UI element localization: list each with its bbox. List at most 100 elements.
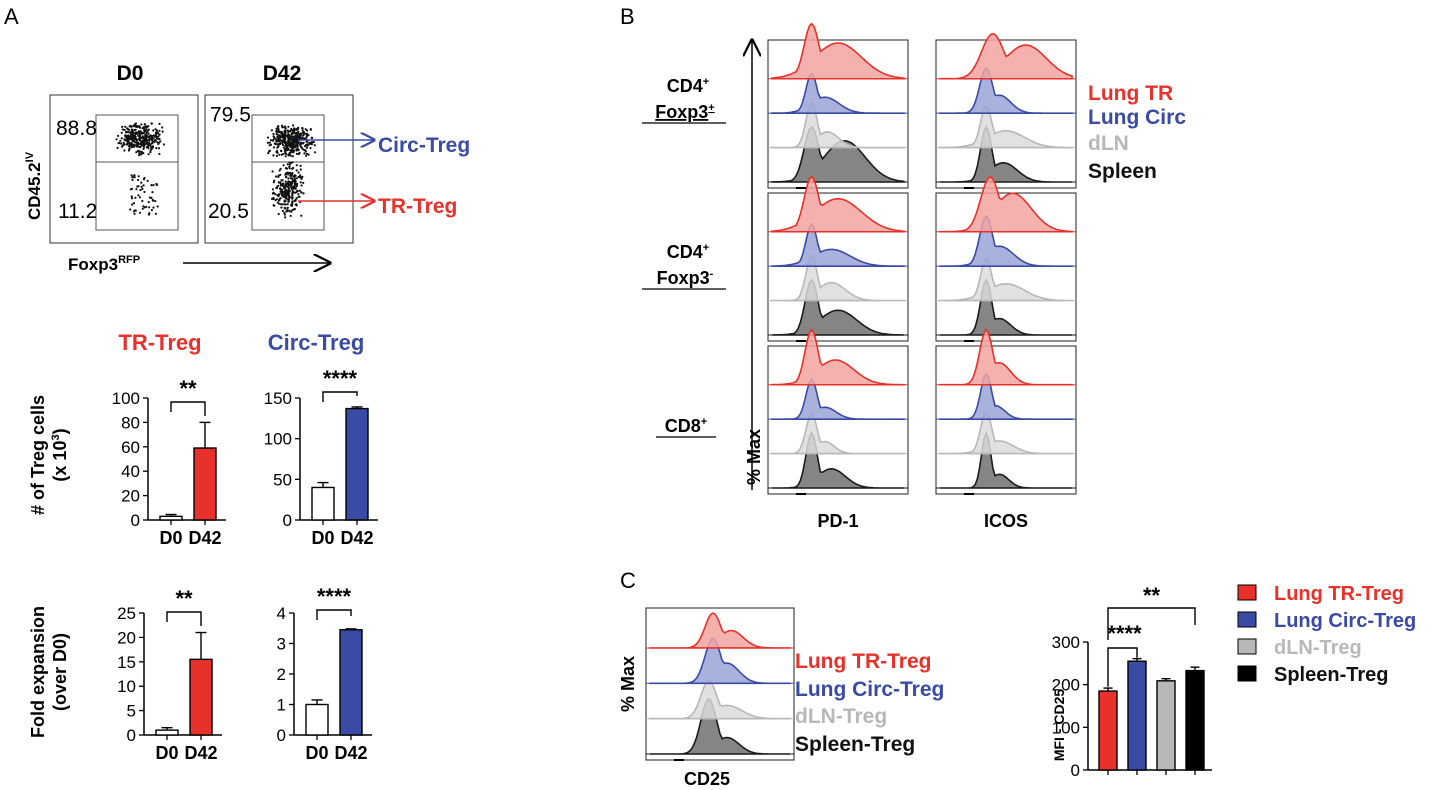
- hist-lung-tr: [939, 32, 1073, 80]
- flow-event-dot: [157, 135, 160, 138]
- flow-event-dot: [292, 124, 295, 127]
- flow-event-dot: [284, 167, 287, 170]
- flow-d0-title: D0: [117, 62, 144, 85]
- bar-d42: [189, 658, 213, 736]
- flow-event-dot: [137, 134, 140, 137]
- flow-event-dot: [155, 133, 158, 137]
- b-row2-line1: CD4+: [667, 242, 709, 262]
- flow-event-dot: [277, 127, 280, 130]
- flow-event-dot: [144, 125, 147, 128]
- y-tick-label: 0: [131, 511, 140, 530]
- x-tick-label: D0: [311, 528, 334, 548]
- flow-event-dot: [290, 210, 293, 213]
- flow-event-dot: [135, 151, 138, 154]
- flow-d42-title: D42: [263, 62, 302, 85]
- flow-event-dot: [288, 144, 291, 147]
- flow-event-dot: [135, 144, 138, 147]
- flow-event-dot: [271, 188, 274, 191]
- flow-event-dot: [301, 129, 304, 132]
- flow-event-dot: [162, 143, 165, 146]
- flow-event-dot: [142, 178, 146, 181]
- flow-event-dot: [295, 182, 299, 185]
- flow-event-dot: [139, 133, 142, 136]
- flow-event-dot: [291, 200, 294, 203]
- flow-event-dot: [304, 137, 308, 140]
- flow-event-dot: [289, 185, 293, 188]
- y-tick-label: 25: [117, 604, 136, 623]
- flow-event-dot: [277, 194, 280, 197]
- flow-event-dot: [279, 167, 282, 170]
- flow-event-dot: [287, 186, 290, 189]
- flow-event-dot: [154, 200, 157, 203]
- b-row1-sub: Foxp3: [655, 102, 708, 122]
- flow-plot-d0: D0 88.8 11.2: [49, 62, 199, 244]
- b-row3-sup: +: [701, 416, 707, 428]
- b-legend-lung-circ: Lung Circ: [1088, 106, 1186, 129]
- x-tick-label: D0: [155, 743, 178, 763]
- hist-lung-circ: [939, 67, 1073, 114]
- bar-d42: [193, 447, 217, 521]
- hist-spleen: [771, 278, 905, 336]
- flow-event-dot: [280, 206, 283, 209]
- pct-d0-top: 88.8: [56, 117, 97, 140]
- flow-event-dot: [288, 210, 291, 213]
- flow-event-dot: [123, 143, 126, 146]
- flow-event-dot: [303, 152, 306, 155]
- flow-event-dot: [284, 150, 287, 153]
- hist-spleen: [940, 278, 1072, 336]
- flow-event-dot: [268, 144, 271, 147]
- flow-y-axis-sup: IV: [24, 151, 36, 162]
- flow-event-dot: [155, 129, 158, 132]
- y-tick-label: 40: [121, 462, 140, 481]
- flow-event-dot: [294, 138, 297, 141]
- flow-x-axis-label: Foxp3RFP: [68, 254, 140, 274]
- flow-event-dot: [294, 191, 297, 194]
- flow-event-dot: [138, 130, 141, 134]
- dots-d42-bottom: [270, 161, 305, 219]
- flow-event-dot: [150, 209, 153, 212]
- flow-event-dot: [287, 200, 290, 203]
- flow-event-dot: [277, 128, 280, 131]
- flow-event-dot: [293, 132, 296, 135]
- flow-event-dot: [297, 193, 300, 196]
- mfi-legend-swatch-circ: [1237, 611, 1257, 628]
- flow-event-dot: [306, 144, 309, 147]
- y-tick-label: 10: [117, 677, 136, 696]
- significance-bracket: [166, 611, 202, 626]
- flow-event-dot: [291, 129, 294, 132]
- flow-event-dot: [309, 146, 312, 150]
- flow-event-dot: [120, 131, 123, 134]
- y-tick-label: 0: [277, 726, 286, 745]
- flow-event-dot: [287, 189, 291, 192]
- flow-event-dot: [286, 129, 289, 132]
- hist-dln: [649, 679, 791, 720]
- tr-treg-title: TR-Treg: [118, 330, 201, 355]
- flow-event-dot: [273, 204, 276, 207]
- flow-event-dot: [311, 136, 314, 139]
- flow-event-dot: [295, 204, 298, 207]
- b-row1-sub-sup: +: [708, 102, 714, 114]
- mfi-legend-tr: Lung TR-Treg: [1274, 583, 1404, 605]
- flow-event-dot: [130, 174, 133, 177]
- flow-event-dot: [126, 140, 129, 143]
- flow-event-dot: [142, 145, 146, 148]
- flow-event-dot: [306, 129, 309, 132]
- flow-event-dot: [268, 141, 271, 144]
- hist-spleen: [772, 431, 904, 489]
- flow-event-dot: [288, 152, 291, 155]
- y-tick-label: 60: [121, 438, 140, 457]
- flow-event-dot: [128, 147, 131, 150]
- flow-event-dot: [269, 139, 273, 142]
- flow-event-dot: [301, 175, 304, 178]
- significance-stars: ****: [317, 584, 352, 609]
- y-tick-label: 0: [1071, 761, 1080, 780]
- flow-event-dot: [133, 129, 136, 132]
- flow-event-dot: [124, 134, 127, 137]
- flow-event-dot: [285, 144, 288, 147]
- flow-event-dot: [300, 184, 303, 187]
- flow-event-dot: [285, 197, 288, 200]
- x-tick-label: D0: [159, 528, 182, 548]
- y-tick-label: 100: [1052, 718, 1080, 737]
- flow-event-dot: [283, 134, 286, 138]
- flow-event-dot: [275, 154, 278, 157]
